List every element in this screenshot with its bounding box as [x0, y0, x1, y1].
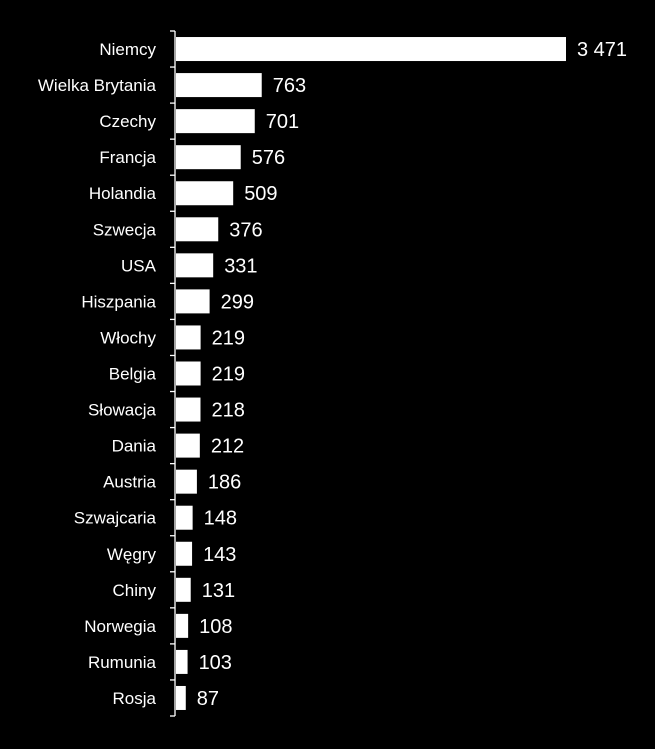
category-label: Włochy [100, 328, 156, 347]
value-label: 148 [204, 508, 237, 530]
category-label: Słowacja [88, 401, 157, 420]
value-label: 218 [211, 400, 244, 422]
bar [176, 253, 214, 278]
category-label: Austria [103, 473, 156, 492]
bar [176, 361, 201, 386]
value-label: 701 [266, 111, 299, 133]
category-label: Niemcy [99, 40, 156, 59]
bar [176, 469, 197, 494]
category-label: Czechy [99, 112, 156, 131]
value-label: 376 [229, 219, 262, 241]
category-label: Francja [99, 148, 156, 167]
value-labels: 3 471 763 701 576 509 376 331 299 219 219 218 212 18… [197, 39, 627, 710]
bar [176, 217, 219, 242]
category-label: Holandia [89, 184, 157, 203]
value-label: 87 [197, 688, 219, 710]
category-label: Szwecja [93, 220, 157, 239]
bar [176, 685, 186, 710]
category-label: Szwajcaria [74, 509, 157, 528]
category-label: Dania [112, 437, 157, 456]
bar [176, 397, 201, 422]
value-label: 299 [221, 291, 254, 313]
category-axis [170, 30, 176, 717]
category-label: Węgry [107, 545, 157, 564]
category-label: USA [121, 256, 157, 275]
bar [176, 505, 193, 530]
bar [176, 541, 193, 566]
value-label: 143 [203, 544, 236, 566]
value-label: 509 [244, 183, 277, 205]
value-label: 219 [212, 364, 245, 386]
category-label: Belgia [109, 365, 157, 384]
value-label: 3 471 [577, 39, 627, 61]
category-label: Chiny [113, 581, 157, 600]
category-label: Hiszpania [81, 292, 156, 311]
bar [176, 289, 210, 314]
value-label: 131 [202, 580, 235, 602]
bar [176, 109, 255, 134]
bar [176, 433, 200, 458]
value-label: 331 [224, 255, 257, 277]
category-labels: Niemcy Wielka Brytania Czechy Francja Holand… [38, 40, 157, 708]
bar [176, 181, 234, 206]
value-label: 219 [212, 327, 245, 349]
category-label: Norwegia [84, 617, 156, 636]
value-label: 103 [199, 652, 232, 674]
category-label: Wielka Brytania [38, 76, 157, 95]
bar [176, 613, 189, 638]
bar [176, 145, 241, 170]
value-label: 576 [252, 147, 285, 169]
category-label: Rosja [113, 689, 157, 708]
bar [176, 37, 566, 62]
value-label: 763 [273, 75, 306, 97]
value-label: 186 [208, 472, 241, 494]
bar [176, 325, 201, 350]
bar [176, 73, 262, 98]
category-label: Rumunia [88, 653, 157, 672]
bars [176, 37, 566, 710]
value-label: 108 [199, 616, 232, 638]
bar [176, 649, 188, 674]
bar [176, 577, 191, 602]
value-label: 212 [211, 436, 244, 458]
